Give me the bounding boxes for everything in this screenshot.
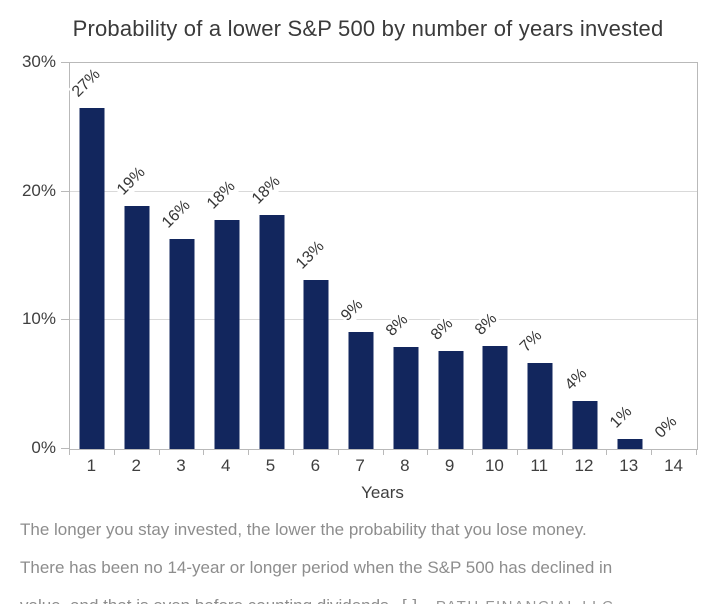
x-tick-label: 12 — [574, 456, 594, 475]
bar-value-label: 7% — [516, 326, 548, 357]
x-axis-tick — [382, 449, 384, 455]
x-tick-label: 1 — [86, 456, 97, 475]
x-axis-title: Years — [361, 483, 404, 502]
bar — [214, 220, 240, 449]
x-axis-tick — [516, 449, 518, 455]
bar-value-label: 18% — [247, 172, 285, 209]
x-tick-label: 13 — [619, 456, 639, 475]
x-tick-label: 9 — [444, 456, 455, 475]
x-axis-tick — [472, 449, 474, 455]
y-tick-label: 10% — [21, 309, 56, 328]
bar-value-label: 8% — [426, 314, 458, 346]
x-tick-label: 14 — [664, 456, 683, 475]
bar — [617, 438, 643, 449]
bar-group: 8% — [426, 63, 473, 449]
x-axis-tick — [203, 449, 205, 455]
bar-group: 19% — [113, 63, 160, 449]
bar — [482, 346, 508, 449]
bar — [348, 331, 374, 449]
bar — [303, 280, 329, 449]
x-tick-label: 4 — [221, 456, 231, 475]
x-axis-tick — [158, 449, 160, 455]
bar-group: 16% — [158, 63, 205, 449]
x-axis-tick — [292, 449, 294, 455]
x-tick-label: 10 — [484, 456, 504, 475]
gridline — [70, 319, 697, 321]
bar-value-label: 16% — [158, 196, 196, 234]
bar-group: 18% — [247, 63, 294, 449]
y-tick-label: 20% — [21, 181, 56, 200]
bar-value-label: 0% — [650, 412, 682, 443]
plot-area: 27% 19% 16% 18% 18% 13% 9% 8% 8% 8% 7% 4% 1% 0% — [68, 62, 698, 450]
x-axis-tick — [113, 449, 115, 455]
caption-line-2: There has been no 14-year or longer peri… — [20, 558, 613, 577]
x-axis-tick — [561, 449, 563, 455]
y-axis-tick — [61, 448, 69, 449]
x-axis-labels: 1 2 3 4 5 6 7 8 9 10 11 12 13 14 — [69, 456, 696, 476]
bar-group: 18% — [203, 63, 249, 449]
x-tick-label: 6 — [310, 456, 321, 475]
y-tick-label: 30% — [21, 52, 56, 71]
bar-value-label: 9% — [337, 295, 368, 326]
collapse-link[interactable]: [-] — [402, 596, 417, 604]
bar-group: 7% — [516, 63, 563, 449]
bar-group: 4% — [561, 63, 608, 449]
bar-value-label: 4% — [561, 364, 592, 396]
x-axis-tick — [248, 449, 250, 455]
bar-value-label: 13% — [292, 237, 330, 275]
bar — [393, 347, 419, 449]
bar — [438, 351, 464, 449]
x-tick-label: 8 — [400, 456, 410, 475]
bar-value-label: 1% — [606, 402, 637, 433]
x-axis-tick — [69, 449, 70, 455]
y-axis-tick — [61, 319, 69, 320]
x-tick-label: 11 — [530, 456, 549, 475]
source-attribution: PATH FINANCIAL LLC — [436, 598, 614, 604]
caption-line-3-text: value, and that is even before counting … — [20, 596, 393, 604]
x-axis-tick — [427, 449, 429, 455]
bar — [124, 205, 150, 449]
bar-group: 8% — [382, 63, 429, 449]
bar-group: 27% — [68, 63, 115, 449]
y-axis-tick — [61, 62, 69, 63]
y-axis-tick — [61, 191, 69, 192]
bar-group: 13% — [292, 63, 339, 449]
caption-line-1: The longer you stay invested, the lower … — [20, 520, 587, 539]
bar-group: 1% — [606, 63, 652, 449]
bar — [259, 214, 285, 449]
bar-group: 8% — [471, 63, 518, 449]
bar-value-label: 19% — [113, 163, 151, 200]
bar-group: 0% — [650, 63, 697, 449]
x-tick-label: 2 — [131, 456, 141, 475]
bar-value-label: 8% — [471, 309, 503, 341]
bar-group: 9% — [337, 63, 384, 449]
bar — [572, 401, 598, 449]
gridline — [70, 190, 697, 192]
x-axis-tick — [651, 449, 653, 455]
bar-value-label: 8% — [382, 310, 413, 342]
x-tick-label: 7 — [355, 456, 365, 475]
bar-value-label: 18% — [203, 177, 240, 214]
x-axis-tick — [337, 449, 339, 455]
x-tick-label: 5 — [265, 456, 276, 475]
y-tick-label: 0% — [31, 438, 56, 457]
bar — [527, 362, 553, 449]
x-axis-tick — [606, 449, 608, 455]
bar-value-label: 27% — [68, 65, 106, 102]
bar — [169, 239, 195, 449]
x-tick-label: 3 — [176, 456, 186, 475]
caption: The longer you stay invested, the lower … — [20, 511, 712, 604]
x-axis-tick — [696, 449, 697, 455]
caption-line-3: value, and that is even before counting … — [20, 587, 712, 604]
chart-title: Probability of a lower S&P 500 by number… — [72, 16, 664, 41]
bar — [79, 108, 105, 449]
